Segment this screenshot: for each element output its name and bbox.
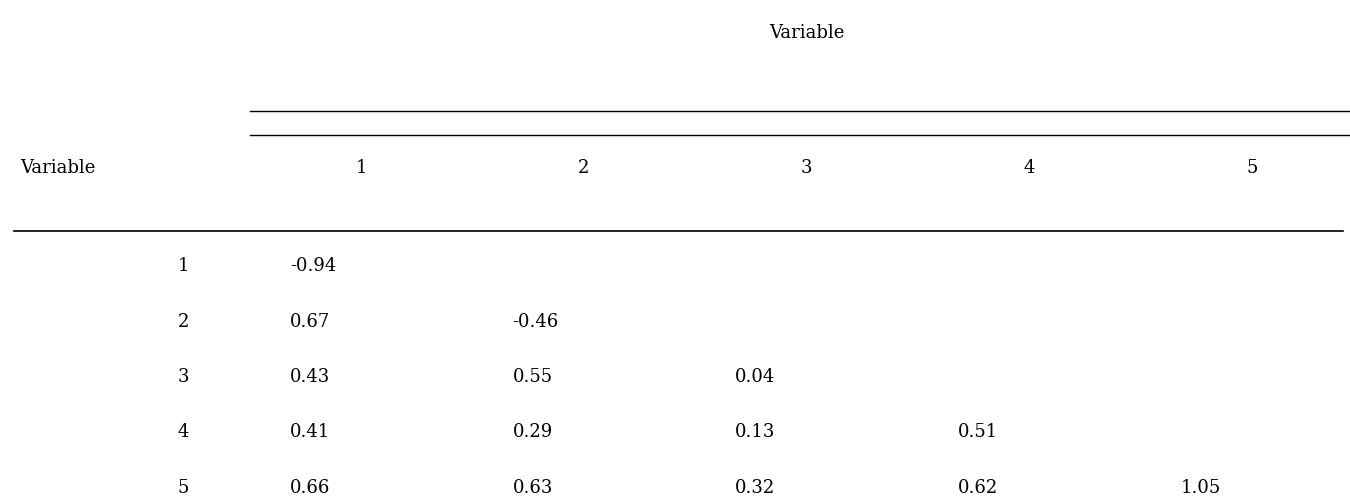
- Text: 1: 1: [355, 159, 367, 177]
- Text: -0.94: -0.94: [290, 257, 336, 275]
- Text: 0.32: 0.32: [736, 479, 776, 497]
- Text: 0.29: 0.29: [513, 423, 554, 441]
- Text: 0.51: 0.51: [958, 423, 999, 441]
- Text: 3: 3: [801, 159, 813, 177]
- Text: 0.67: 0.67: [290, 313, 331, 331]
- Text: Variable: Variable: [769, 24, 844, 42]
- Text: 5: 5: [1246, 159, 1258, 177]
- Text: 0.43: 0.43: [290, 368, 331, 386]
- Text: 0.62: 0.62: [958, 479, 999, 497]
- Text: 1: 1: [178, 257, 189, 275]
- Text: 1.05: 1.05: [1181, 479, 1222, 497]
- Text: 0.04: 0.04: [736, 368, 776, 386]
- Text: 2: 2: [578, 159, 590, 177]
- Text: Variable: Variable: [20, 159, 96, 177]
- Text: 0.55: 0.55: [513, 368, 552, 386]
- Text: -0.46: -0.46: [513, 313, 559, 331]
- Text: 3: 3: [178, 368, 189, 386]
- Text: 0.66: 0.66: [290, 479, 331, 497]
- Text: 4: 4: [178, 423, 189, 441]
- Text: 4: 4: [1023, 159, 1035, 177]
- Text: 0.41: 0.41: [290, 423, 331, 441]
- Text: 2: 2: [178, 313, 189, 331]
- Text: 0.63: 0.63: [513, 479, 554, 497]
- Text: 0.13: 0.13: [736, 423, 776, 441]
- Text: 5: 5: [178, 479, 189, 497]
